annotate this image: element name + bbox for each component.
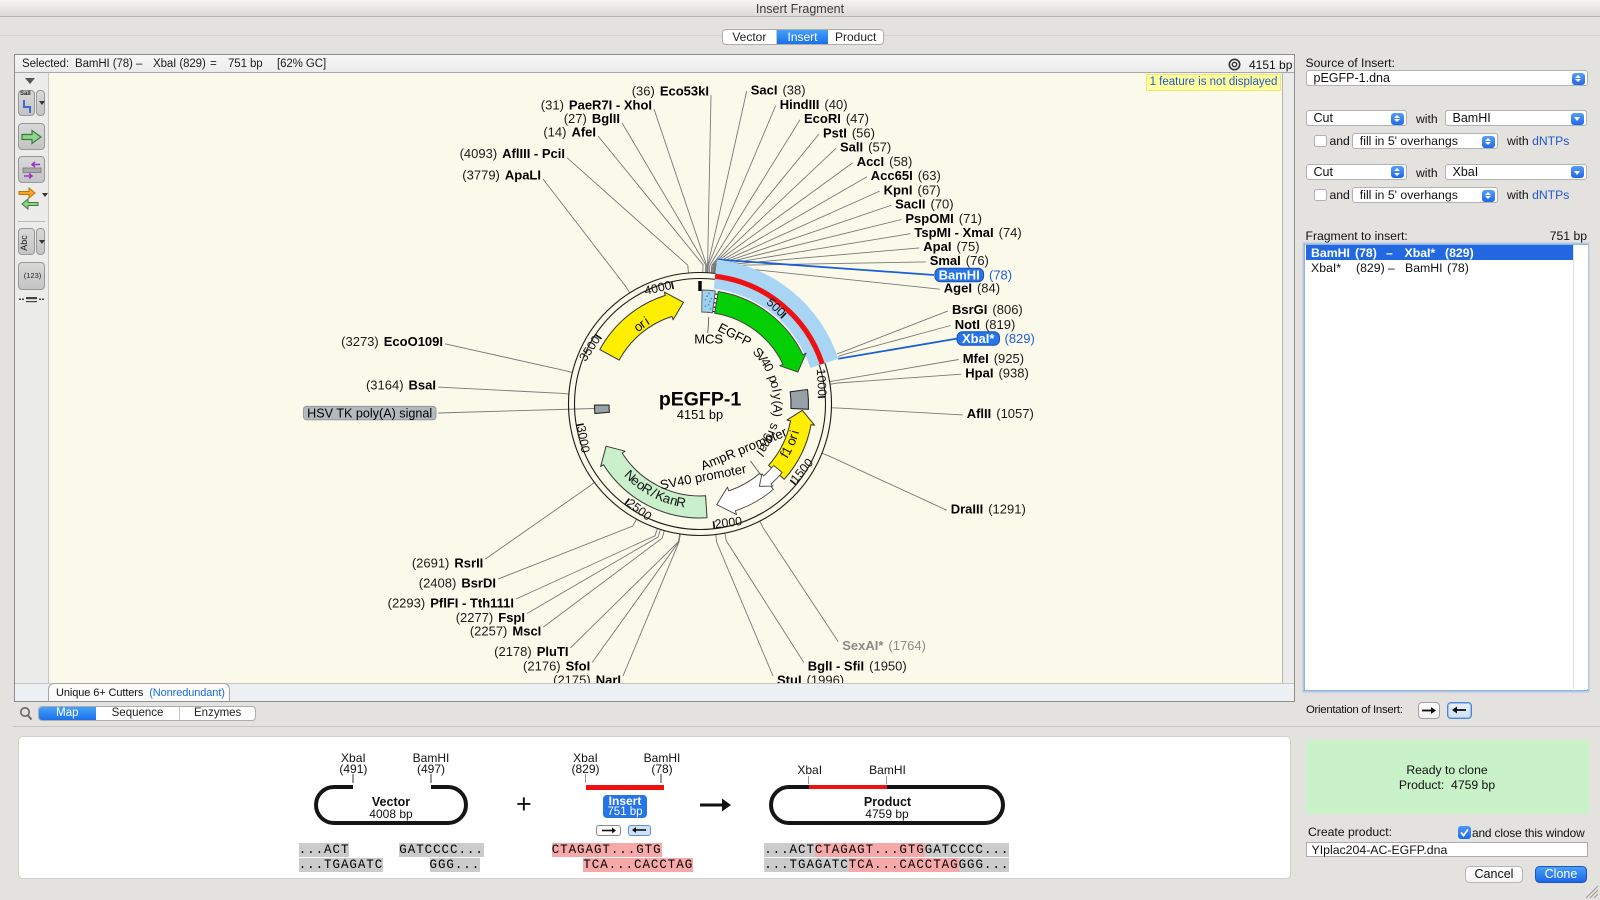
svg-text:3000: 3000	[574, 424, 592, 453]
svg-text:BamHI: BamHI	[939, 267, 980, 282]
svg-text:): )	[770, 411, 785, 417]
svg-text:n: n	[668, 492, 679, 508]
svg-text:(3273)EcoO109I: (3273) EcoO109I	[341, 334, 443, 349]
svg-text:(3779)ApaLI: (3779) ApaLI	[462, 167, 541, 182]
svg-text:(2178)PluTI: (2178) PluTI	[494, 644, 568, 659]
svg-text:HSV TK poly(A) signal: HSV TK poly(A) signal	[307, 406, 432, 420]
svg-text:r: r	[785, 431, 801, 441]
svg-text:(2277)FspI: (2277) FspI	[456, 609, 525, 624]
svg-text:A: A	[770, 404, 786, 414]
svg-text:SmaI(76): SmaI (76)	[930, 253, 989, 268]
svg-text:(14)AfeI: (14) AfeI	[543, 124, 596, 139]
svg-text:SacI(38): SacI (38)	[751, 82, 806, 97]
svg-text:HpaI(938): HpaI (938)	[965, 365, 1029, 380]
svg-text:2000: 2000	[714, 514, 743, 531]
svg-text:EcoRI(47): EcoRI (47)	[804, 111, 869, 126]
svg-text:(27)BglII: (27) BglII	[564, 111, 620, 126]
svg-text:SalI(57): SalI (57)	[840, 139, 891, 154]
svg-text:(829): (829)	[1005, 330, 1035, 345]
svg-text:Acc65I(63): Acc65I (63)	[871, 168, 941, 183]
svg-text:(: (	[770, 400, 785, 405]
svg-text:KpnI(67): KpnI (67)	[884, 182, 941, 197]
svg-text:i: i	[765, 428, 780, 436]
svg-text:MCS: MCS	[694, 331, 723, 346]
svg-text:f: f	[777, 449, 792, 460]
svg-text:DraIII(1291): DraIII (1291)	[951, 501, 1026, 516]
svg-text:(2175)NarI: (2175) NarI	[553, 672, 621, 684]
svg-text:BsrGI(806): BsrGI (806)	[952, 302, 1023, 317]
svg-text:s: s	[766, 421, 782, 432]
svg-text:R: R	[675, 493, 687, 510]
svg-text:(78): (78)	[989, 267, 1012, 282]
svg-text:HindIII(40): HindIII (40)	[780, 96, 848, 111]
svg-text:(2408)BsrDI: (2408) BsrDI	[419, 575, 496, 590]
svg-text:/: /	[649, 485, 659, 500]
svg-text:SexAI*(1764): SexAI* (1764)	[842, 638, 926, 653]
svg-text:(2293)PflFI - Tth111I: (2293) PflFI - Tth111I	[388, 595, 514, 610]
svg-text:(2257)MscI: (2257) MscI	[470, 623, 541, 638]
svg-text:TspMI - XmaI(74): TspMI - XmaI (74)	[914, 225, 1021, 240]
svg-text:SacII(70): SacII (70)	[895, 196, 953, 211]
svg-text:(3164)BsaI: (3164) BsaI	[366, 377, 436, 392]
svg-text:(4093)AflIII - PciI: (4093) AflIII - PciI	[460, 146, 565, 161]
svg-text:(2176)SfoI: (2176) SfoI	[523, 658, 590, 673]
svg-text:AccI(58): AccI (58)	[857, 154, 913, 169]
svg-text:l: l	[753, 447, 766, 459]
svg-text:4151 bp: 4151 bp	[677, 407, 723, 422]
svg-text:1000: 1000	[814, 368, 830, 396]
svg-text:o: o	[767, 379, 783, 390]
svg-text:PstI(56): PstI (56)	[823, 125, 875, 140]
svg-text:NotI(819): NotI (819)	[955, 316, 1016, 331]
svg-text:AflII(1057): AflII (1057)	[967, 406, 1034, 421]
svg-text:(2691)RsrII: (2691) RsrII	[412, 555, 483, 570]
svg-text:(31)PaeR7I - XhoI: (31) PaeR7I - XhoI	[541, 97, 652, 112]
svg-text:i: i	[641, 313, 652, 327]
svg-text:pEGFP-1: pEGFP-1	[659, 388, 741, 410]
svg-text:l: l	[769, 387, 784, 392]
svg-text:PspOMI(71): PspOMI (71)	[905, 210, 982, 225]
svg-text:XbaI*: XbaI*	[962, 330, 995, 345]
svg-text:MfeI(925): MfeI (925)	[963, 350, 1024, 365]
svg-text:i: i	[787, 428, 802, 435]
svg-text:StuI(1996): StuI (1996)	[777, 672, 844, 684]
svg-text:p: p	[766, 372, 783, 384]
svg-text:BglI - SfiI(1950): BglI - SfiI (1950)	[808, 658, 907, 673]
svg-text:(36)Eco53kI: (36) Eco53kI	[632, 83, 709, 98]
svg-text:ApaI(75): ApaI (75)	[923, 239, 979, 254]
svg-text:AgeI(84): AgeI (84)	[944, 280, 1000, 295]
svg-text:y: y	[770, 392, 786, 400]
